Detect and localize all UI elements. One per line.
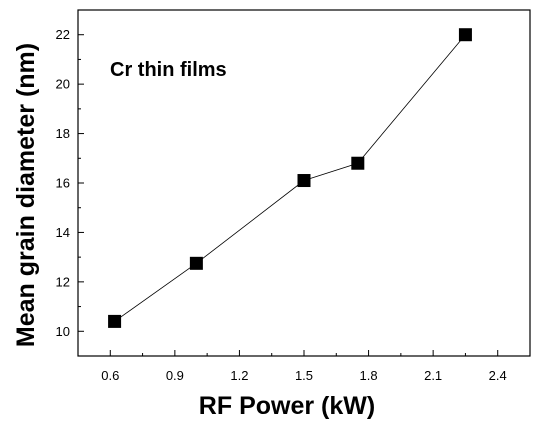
data-point: [108, 314, 122, 328]
series-layer: [108, 28, 472, 328]
y-tick-label: 10: [56, 324, 70, 339]
y-tick-label: 18: [56, 126, 70, 141]
data-point: [351, 156, 365, 170]
x-tick-label: 0.9: [166, 368, 184, 383]
y-tick-label: 20: [56, 77, 70, 92]
y-axis-title: Mean grain diameter (nm): [12, 43, 40, 347]
y-tick-label: 12: [56, 274, 70, 289]
x-axis-title: RF Power (kW): [199, 392, 375, 420]
data-point: [297, 174, 311, 188]
x-tick-label: 1.5: [295, 368, 313, 383]
x-tick-label: 1.2: [230, 368, 248, 383]
x-tick-label: 1.8: [360, 368, 378, 383]
y-tick-label: 22: [56, 27, 70, 42]
x-axis-ticks: 0.6 0.9 1.2 1.5 1.8 2.1 2.4: [101, 350, 507, 383]
x-tick-label: 2.1: [424, 368, 442, 383]
x-tick-label: 0.6: [101, 368, 119, 383]
data-point: [458, 28, 472, 42]
y-tick-label: 16: [56, 176, 70, 191]
y-tick-label: 14: [56, 225, 70, 240]
chart-annotation: Cr thin films: [110, 59, 227, 81]
data-point: [189, 256, 203, 270]
y-axis-ticks: 10 12 14 16 18 20 22: [56, 27, 84, 339]
x-tick-label: 2.4: [489, 368, 507, 383]
